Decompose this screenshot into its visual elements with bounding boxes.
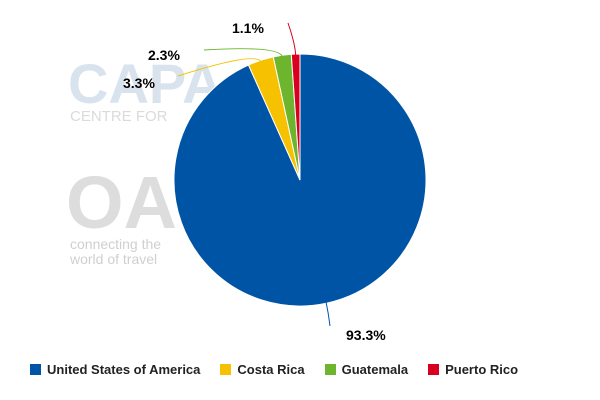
oag-tagline-line-2: world of travel — [69, 251, 157, 267]
capa-watermark: CAPA CENTRE FOR — [68, 52, 223, 125]
pie-slices — [173, 53, 427, 307]
leader-line-costa-rica — [177, 58, 262, 77]
capa-tagline-text: CENTRE FOR — [70, 108, 168, 125]
data-label-puerto-rico: 1.1% — [232, 20, 264, 36]
legend: United States of America Costa Rica Guatem… — [30, 362, 538, 377]
legend-label-united-states-of-america: United States of America — [47, 362, 201, 377]
legend-item-guatemala: Guatemala — [324, 362, 409, 377]
legend-label-guatemala: Guatemala — [341, 362, 409, 377]
leader-line-guatemala — [203, 48, 284, 58]
legend-item-united-states-of-america: United States of America — [30, 362, 200, 377]
legend-item-puerto-rico: Puerto Rico — [428, 362, 518, 377]
legend-label-costa-rica: Costa Rica — [237, 362, 305, 377]
data-label-guatemala: 2.3% — [148, 47, 180, 63]
legend-label-puerto-rico: Puerto Rico — [445, 362, 519, 377]
legend-swatch-puerto-rico — [428, 364, 440, 375]
legend-item-costa-rica: Costa Rica — [220, 362, 305, 377]
label-leader-lines — [177, 22, 331, 327]
data-label-costa-rica: 3.3% — [123, 75, 155, 91]
capa-logo-text: CAPA — [68, 52, 223, 115]
leader-line-united-states-of-america — [325, 301, 331, 327]
oag-tagline-line-1: connecting the — [70, 236, 161, 252]
legend-swatch-costa-rica — [220, 364, 232, 375]
data-label-united-states-of-america: 93.3% — [346, 327, 386, 343]
legend-swatch-guatemala — [324, 364, 336, 375]
data-labels: 93.3% 3.3% 2.3% 1.1% — [123, 20, 386, 343]
leader-line-puerto-rico — [287, 22, 297, 57]
legend-swatch-united-states-of-america — [30, 364, 41, 375]
